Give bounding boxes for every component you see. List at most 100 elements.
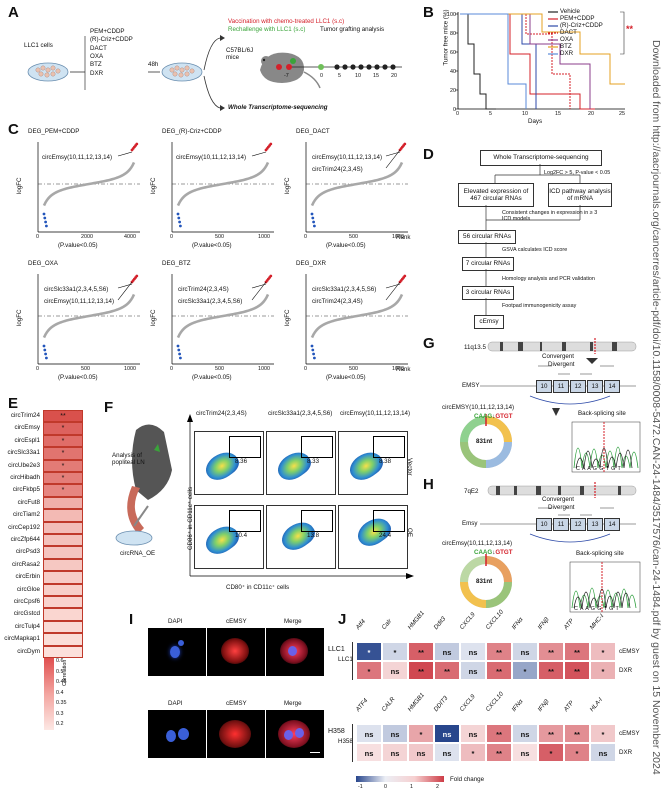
heatmap-cell: * [43,422,83,435]
panel-label-f: F [104,399,114,416]
x-tick: 1000 [124,366,136,372]
annotation-line [251,151,267,157]
panel-label-d: D [423,146,434,163]
bottom-point [45,356,48,360]
micrograph-h358-dapi [148,710,206,758]
gate-box [373,436,405,458]
y-tick: 80 [450,31,456,37]
flow-plot: 8.33 [266,431,336,495]
flow-plot: 24.4 [338,505,408,569]
logfc-label: logFC [284,309,291,326]
x-tick: 1000 [258,366,270,372]
group-bracket [352,642,356,680]
heatmap-cell: ** [43,410,83,423]
flow-plot: 10.4 [194,505,264,569]
x-tick: 0 [304,234,307,240]
heatmap-cell: * [43,459,83,472]
top-point [135,274,139,278]
fold-change-row-label: DXR [619,667,633,674]
heatmap-row-label: circHibadh [10,474,40,481]
heatmap-cell [43,620,83,634]
x-axis-label: Days [528,118,543,125]
g-locus: 11q13.5 [464,344,486,351]
download-note-text: Downloaded from http://aacrjournals.org/… [650,40,662,775]
rank-label: Rank [396,366,411,373]
bottom-point [42,212,46,216]
heatmap-row-label: circUbe2e3 [8,461,40,469]
gate-percent: 10.4 [235,532,248,539]
drug-item: OXA [90,53,104,61]
flow-note-3: Homology analysis and PCR validation [502,276,595,282]
x-tick: 0 [170,234,173,240]
gate-percent: 8.38 [379,458,392,465]
heatmap-row-label: circFut8 [17,498,40,506]
heatmap-row-label: circTrim24 [10,412,40,419]
junction-a: CAAG [474,413,493,420]
y-tick: 60 [450,50,456,56]
flow-box-icd: ICD pathway analysis of mRNA [548,183,612,207]
gate-percent: 24.4 [379,532,392,539]
fold-change-cell: * [590,724,616,743]
leg-illustration [115,424,172,546]
annotation-line [117,281,133,301]
circrna-annotation: circEmsy(10,11,12,13,14) [42,154,113,161]
fold-change-cell: ns [408,743,434,762]
curve-pem [460,13,595,110]
bottom-point [310,212,314,216]
llc1-cells-label: LLC1 cells [24,42,53,49]
exon-box: 12 [570,380,586,393]
g-gene: EMSY [462,382,480,389]
circrna-annotation: circSlc33a1(2,3,4,5,S6) [178,298,243,305]
pvalue-note: (P.value<0.05) [326,374,366,381]
fold-change-cell: ns [460,724,486,743]
rank-plot-axes [171,142,274,233]
y-tick: 20 [450,88,456,94]
fold-change-cell: ** [408,642,434,661]
circrna-annotation: circTrim24(2,3,4S) [178,286,229,293]
flow-box-3: 3 circular RNAs [462,286,514,300]
x-tick: 1000 [392,366,404,372]
heatmap-cell [43,571,83,584]
flow-plot: 8.36 [194,431,264,495]
drug-item: DXR [90,69,104,77]
legend-item: OXA [560,36,574,43]
micrograph-llc1-dapi [148,628,206,676]
bottom-point [177,348,181,352]
flow-arrows [485,164,581,315]
gate-box [229,510,261,532]
fold-change-label: Fold change [450,776,485,783]
fold-change-cell: ns [356,724,382,743]
fold-change-col-header: DDIT3 [432,694,450,714]
x-tick: 500 [349,234,358,240]
bottom-point [311,216,315,220]
fold-change-row-label: cEMSY [619,730,640,737]
h-graphics [460,482,641,613]
leg-icon [132,424,172,500]
fold-change-col-header: ATP [562,617,576,632]
fold-change-col-header: IFNβ [536,616,551,632]
top-point [269,274,273,278]
rank-plot-title: DEG_PEM+CDDP [28,128,80,135]
i-row-h358: H358 [328,728,345,735]
i-header-merge-2: Merge [284,700,302,707]
bottom-point [311,348,315,352]
fold-change-col-header: CXCL9 [458,693,477,714]
heatmap-row-label: circRasa2 [12,560,40,568]
drug-item: (R)-Criz+CDDP [90,36,133,44]
fold-change-cell: ** [486,743,512,762]
heatmap-row-label: circPsd3 [15,548,40,556]
exon-box: 10 [536,380,552,393]
bottom-point [178,352,181,356]
bottom-point [178,220,181,224]
panel-label-c: C [8,121,19,138]
x-tick: 2000 [81,234,93,240]
x-tick: 10 [522,111,528,117]
x-tick: 1000 [258,234,270,240]
rank-plot-axes [37,142,140,233]
gate-percent: 13.8 [307,532,320,539]
x-tick: 0 [36,234,39,240]
x-tick: 4000 [124,234,136,240]
heatmap-cell [43,645,83,658]
bottom-point [310,344,314,348]
fold-change-cell: ** [538,661,564,680]
